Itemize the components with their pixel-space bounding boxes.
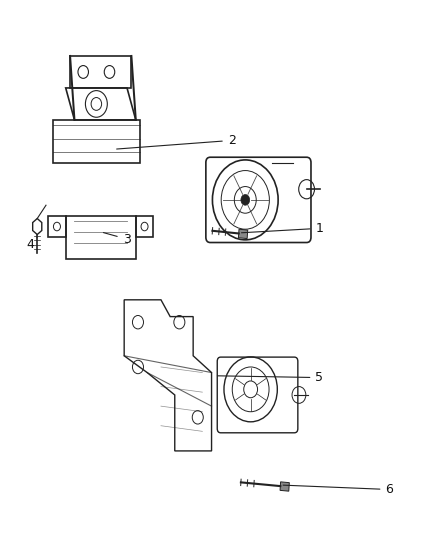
- Text: 5: 5: [217, 371, 323, 384]
- Text: 4: 4: [26, 237, 37, 251]
- Text: 6: 6: [283, 483, 393, 496]
- Text: 1: 1: [241, 222, 323, 235]
- Polygon shape: [280, 482, 290, 491]
- Polygon shape: [238, 229, 248, 239]
- Text: 3: 3: [103, 232, 131, 246]
- Text: 2: 2: [117, 134, 236, 149]
- Circle shape: [241, 195, 250, 205]
